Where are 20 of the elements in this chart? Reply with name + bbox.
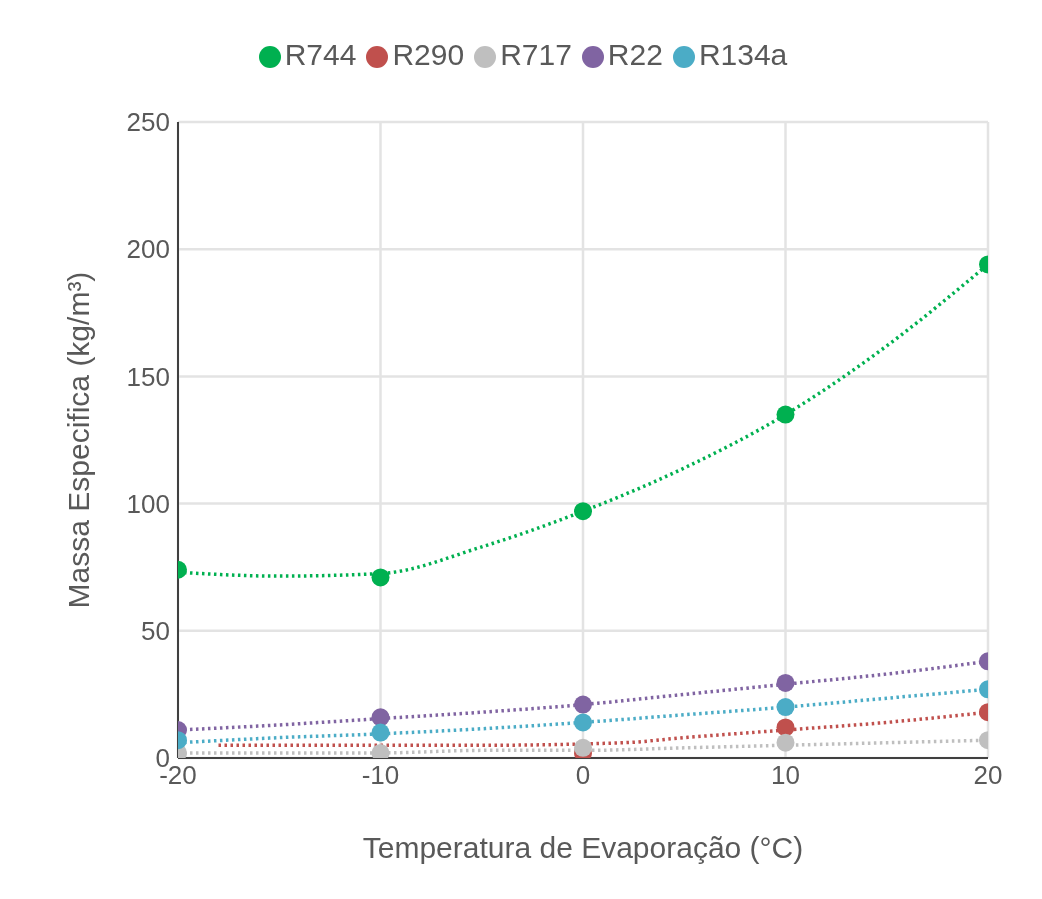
y-tick-label: 50: [141, 616, 170, 647]
x-tick-label: -10: [361, 760, 400, 791]
legend-label: R744: [284, 38, 357, 71]
y-tick-label: 150: [126, 361, 170, 392]
legend-label: R290: [392, 38, 465, 71]
legend-label: R134a: [698, 38, 788, 71]
x-tick-label: 0: [575, 760, 591, 791]
x-tick-label: 10: [771, 760, 800, 791]
point: [574, 502, 592, 521]
y-tick-label: 250: [126, 107, 170, 138]
legend-label: R717: [500, 38, 572, 71]
x-axis-title: Temperatura de Evaporação (°C): [362, 831, 804, 864]
point: [574, 738, 592, 757]
y-axis-title: Massa Especifica (kg/m³): [61, 271, 95, 609]
y-tick-label: 100: [126, 488, 170, 519]
x-tick-label: 20: [973, 760, 1003, 791]
legend-label: R22: [607, 38, 663, 71]
point: [574, 713, 592, 732]
y-tick-label: 200: [126, 234, 170, 265]
point: [574, 695, 592, 714]
